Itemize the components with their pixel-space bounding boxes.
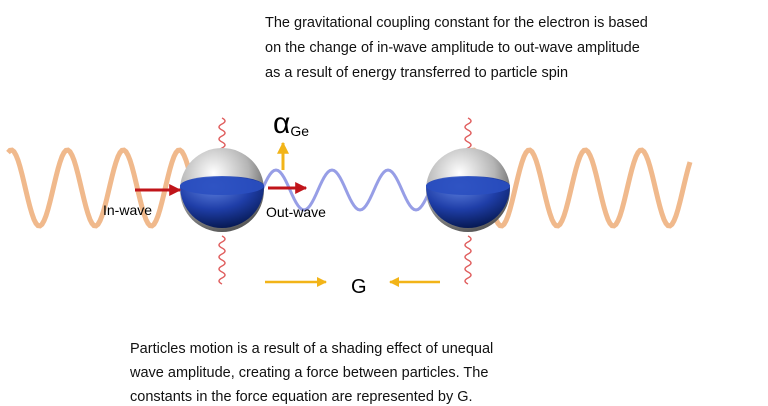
alpha-symbol: α (273, 107, 290, 140)
waves (6, 147, 693, 229)
spin-coil (464, 235, 472, 285)
orange-wave (6, 147, 193, 229)
caption-top: as a result of energy transferred to par… (265, 65, 568, 81)
caption-bottom: wave amplitude, creating a force between… (129, 365, 488, 381)
caption-top: The gravitational coupling constant for … (265, 15, 648, 31)
caption-top: on the change of in-wave amplitude to ou… (265, 40, 640, 56)
alpha-subscript: Ge (290, 123, 309, 139)
orange-wave (468, 147, 693, 229)
blue-wave (260, 168, 434, 212)
force-label: G (351, 276, 367, 298)
in-wave-label: In-wave (103, 202, 152, 218)
spheres (180, 117, 510, 285)
out-wave-label: Out-wave (266, 204, 326, 220)
alpha-label: αGe (273, 107, 309, 140)
sphere-equator (426, 177, 510, 195)
sphere-equator (180, 177, 264, 195)
caption-bottom: constants in the force equation are repr… (130, 389, 473, 405)
caption-bottom: Particles motion is a result of a shadin… (130, 341, 493, 357)
spin-coil (218, 235, 226, 285)
